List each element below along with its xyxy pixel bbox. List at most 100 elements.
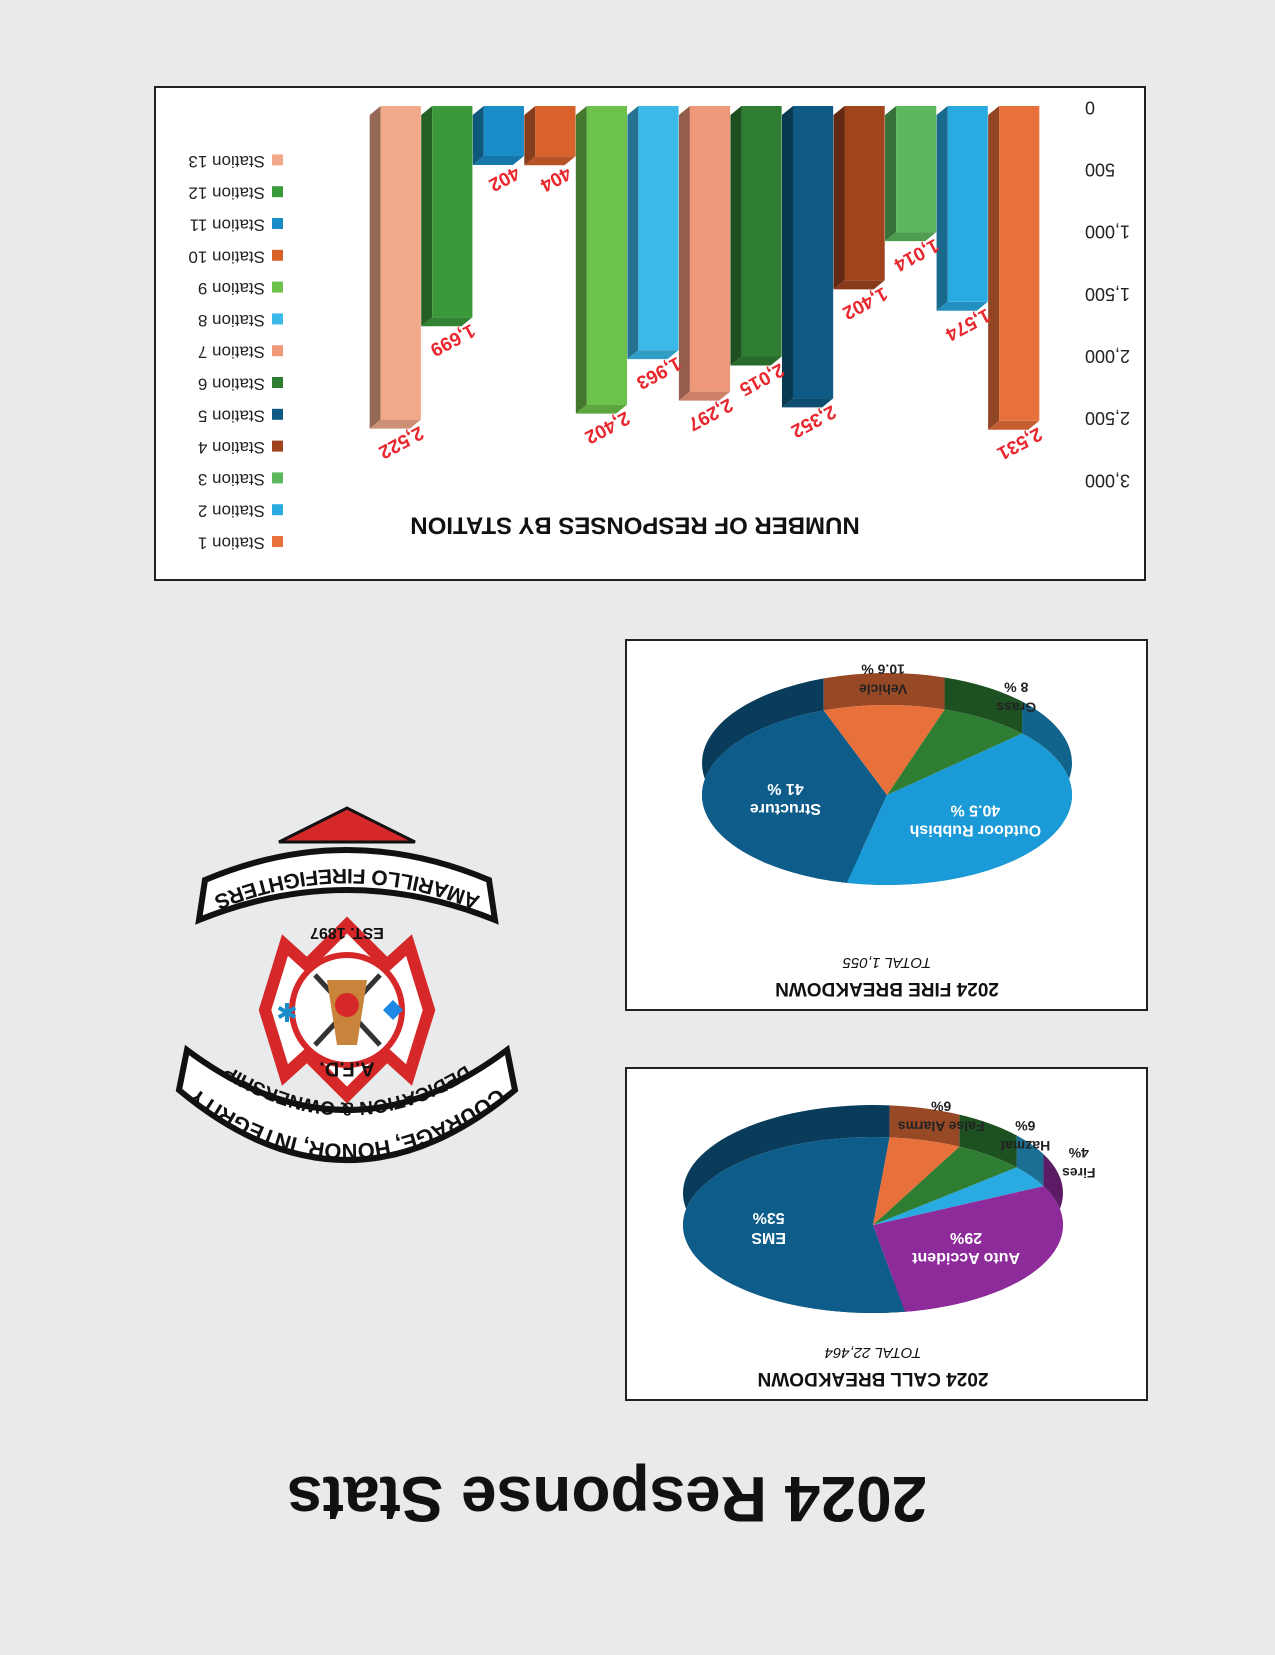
pie-side xyxy=(889,1105,960,1147)
slice-label: Grass xyxy=(996,700,1036,716)
bar-top xyxy=(369,419,421,429)
helmet xyxy=(335,993,359,1017)
legend-swatch xyxy=(272,408,283,420)
bar-top xyxy=(678,391,731,401)
legend-label: Station 9 xyxy=(198,279,265,298)
legend-swatch xyxy=(272,281,283,293)
legend-swatch xyxy=(272,504,283,516)
roof-triangle xyxy=(278,806,416,844)
bar-top xyxy=(421,317,473,327)
slice-value: 6% xyxy=(1015,1118,1036,1134)
bar-top xyxy=(781,398,834,408)
legend-label: Station 8 xyxy=(198,311,265,330)
bar-top xyxy=(988,420,1040,430)
rotated-page: 2024 Response Stats COURAGE, HONOR, INTE… xyxy=(154,86,1148,1535)
bar-side xyxy=(885,106,897,242)
bar xyxy=(844,106,885,281)
slice-value: 53% xyxy=(753,1209,785,1226)
legend-label: Station 4 xyxy=(198,438,265,457)
slice-value: 4% xyxy=(1068,1145,1089,1161)
bar-side xyxy=(524,106,536,166)
legend-swatch xyxy=(272,186,283,198)
star-of-life: ✱ xyxy=(276,997,298,1027)
bar-top xyxy=(472,155,524,165)
bar-top xyxy=(575,404,628,414)
bar-side xyxy=(936,106,948,311)
slice-value: 10.6 % xyxy=(861,661,905,677)
banner xyxy=(175,1044,519,1163)
legend-label: Station 12 xyxy=(188,184,265,203)
bar-top xyxy=(936,301,988,311)
pie-slice xyxy=(887,709,1023,795)
slice-label: False Alarms xyxy=(898,1118,985,1134)
y-tick-label: 0 xyxy=(1085,97,1095,117)
bar-side xyxy=(627,106,639,360)
page-title: 2024 Response Stats xyxy=(287,1463,927,1535)
y-tick-label: 2,000 xyxy=(1085,346,1130,366)
legend-swatch xyxy=(272,377,283,388)
bar xyxy=(380,106,421,420)
pie-slice xyxy=(873,1137,960,1225)
bar-top xyxy=(885,232,937,242)
legend-label: Station 6 xyxy=(198,375,265,394)
y-tick-label: 500 xyxy=(1085,159,1115,179)
bar-top xyxy=(627,350,679,360)
bar-side xyxy=(781,106,793,408)
pie-side xyxy=(944,677,1023,734)
bar xyxy=(432,106,473,318)
pie-slice xyxy=(873,1167,1044,1225)
legend-label: Station 10 xyxy=(188,247,265,266)
legend-label: Station 3 xyxy=(198,470,265,489)
slice-label: EMS xyxy=(751,1229,786,1246)
bar xyxy=(896,106,937,233)
pie-side xyxy=(1016,1135,1044,1187)
legend-swatch xyxy=(272,313,283,325)
pie-slice xyxy=(683,1137,905,1313)
badge-text: A.F.D. xyxy=(319,1058,375,1080)
legend-swatch xyxy=(272,440,283,452)
pie-slice xyxy=(873,1186,1063,1312)
chart-subtitle: TOTAL 22,464 xyxy=(825,1344,922,1361)
pie-slice xyxy=(702,710,887,883)
slice-value: 8 % xyxy=(1004,680,1029,696)
banner xyxy=(195,847,499,925)
legend-label: Station 1 xyxy=(198,534,265,553)
y-tick-label: 3,000 xyxy=(1085,470,1130,490)
pie-side xyxy=(959,1114,1017,1168)
pie-slice xyxy=(846,733,1072,885)
legend-swatch xyxy=(272,218,283,229)
chart-subtitle: TOTAL 1,055 xyxy=(842,954,931,971)
chart-title: NUMBER OF RESPONSES BY STATION xyxy=(410,512,859,539)
bar xyxy=(741,106,782,357)
slice-label: Hazmat xyxy=(1000,1138,1050,1154)
pie-slice xyxy=(823,705,945,795)
pie-slice xyxy=(873,1146,1017,1225)
legend-swatch xyxy=(272,249,283,261)
bar-top xyxy=(730,356,782,366)
bar xyxy=(792,106,834,399)
legend-label: Station 11 xyxy=(190,216,265,235)
bar xyxy=(535,106,576,157)
slice-value: 6% xyxy=(930,1098,951,1114)
legend-label: Station 5 xyxy=(198,406,265,425)
slice-value: 40.5 % xyxy=(950,801,1000,818)
slice-value: 41 % xyxy=(767,780,803,797)
bar-top xyxy=(833,280,885,290)
bar-side xyxy=(833,106,845,290)
bar-side xyxy=(988,106,1000,430)
bar xyxy=(586,106,628,405)
bar-side xyxy=(472,106,484,165)
legend-label: Station 2 xyxy=(198,502,265,521)
legend-label: Station 13 xyxy=(188,152,265,171)
bar-side xyxy=(421,106,433,327)
slice-label: Outdoor Rubbish xyxy=(910,821,1042,838)
legend-label: Station 7 xyxy=(198,343,265,362)
bar-top xyxy=(524,156,576,166)
hazmat-diamond xyxy=(383,1000,403,1020)
slice-value: 29% xyxy=(950,1229,982,1246)
slice-label: Vehicle xyxy=(859,681,907,697)
bar xyxy=(999,106,1040,421)
chart-title: 2024 CALL BREAKDOWN xyxy=(758,1368,989,1389)
legend-swatch xyxy=(272,345,283,357)
